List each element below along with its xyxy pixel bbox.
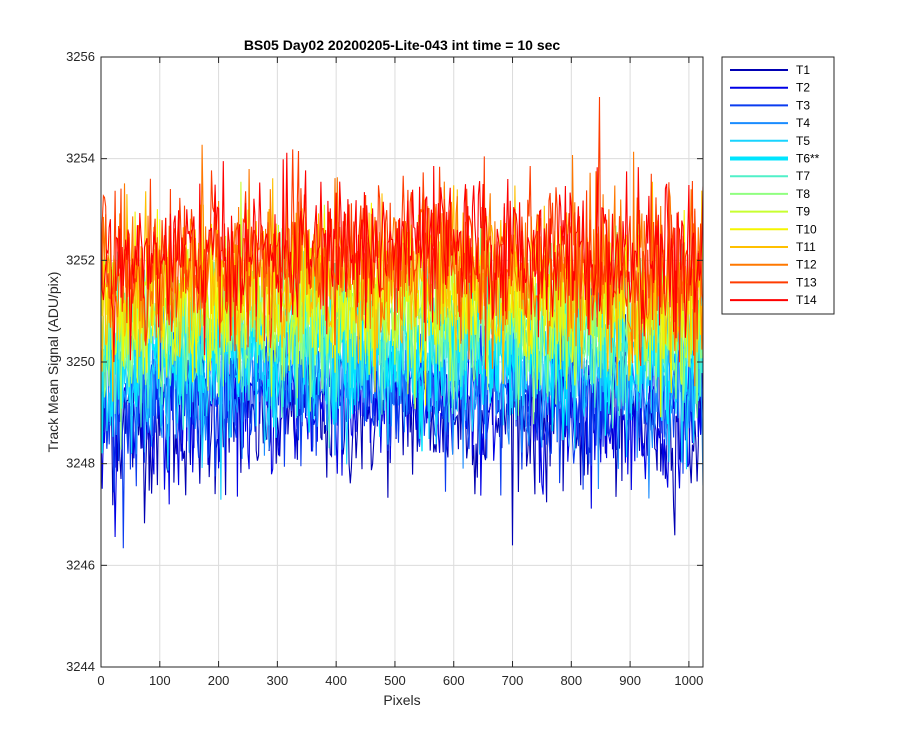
y-tick-label: 3252 [66,252,95,267]
legend-label: T9 [796,205,810,219]
legend-item[interactable]: T2 [730,81,810,95]
legend-label: T2 [796,81,810,95]
x-tick-label: 800 [560,673,582,688]
legend-item[interactable]: T3 [730,98,810,112]
legend-item[interactable]: T1 [730,63,810,77]
legend[interactable]: T1 T2 T3 T4 T5 T6** T7 T8 T9 T10 T11 T12 T13 T14 [721,56,835,315]
y-tick-label: 3248 [66,456,95,471]
legend-label: T13 [796,275,817,289]
legend-item[interactable]: T11 [730,240,816,254]
legend-label: T1 [796,63,810,77]
legend-item[interactable]: T5 [730,134,810,148]
legend-item[interactable]: T9 [730,205,810,219]
series-line-T14 [101,152,703,363]
legend-item[interactable]: T4 [730,116,810,130]
axis-ticks [100,56,703,668]
plot-series-group [101,96,703,549]
legend-label: T7 [796,169,810,183]
legend-label: T4 [796,116,810,130]
legend-label: T10 [796,222,817,236]
x-tick-label: 100 [149,673,171,688]
y-axis-label: Track Mean Signal (ADU/pix) [45,272,61,453]
x-tick-label: 700 [502,673,524,688]
x-axis-label: Pixels [383,692,420,708]
legend-box [721,56,835,315]
legend-item[interactable]: T14 [730,293,817,307]
y-tick-label: 3254 [66,151,95,166]
legend-label: T11 [796,240,816,254]
legend-label: T5 [796,134,810,148]
legend-item[interactable]: T6** [730,152,820,166]
legend-label: T14 [796,293,817,307]
legend-label: T6** [796,152,820,166]
x-tick-label: 1000 [674,673,703,688]
legend-item[interactable]: T10 [730,222,817,236]
y-tick-labels: 3244 3246 3248 3250 3252 3254 3256 [66,49,95,674]
legend-label: T8 [796,187,810,201]
legend-label: T3 [796,98,810,112]
y-tick-label: 3256 [66,49,95,64]
series-lines [101,96,703,549]
series-line-T12 [101,144,703,387]
x-tick-label: 0 [97,673,104,688]
x-tick-label: 600 [443,673,465,688]
legend-item[interactable]: T8 [730,187,810,201]
legend-label: T12 [796,258,817,272]
chart-title: BS05 Day02 20200205-Lite-043 int time = … [244,37,561,53]
x-tick-labels: 0 100 200 300 400 500 600 700 800 900 1000 [97,673,703,688]
legend-item[interactable]: T12 [730,258,817,272]
x-tick-label: 500 [384,673,406,688]
legend-item[interactable]: T7 [730,169,810,183]
x-tick-label: 200 [208,673,230,688]
y-tick-label: 3250 [66,354,95,369]
legend-item[interactable]: T13 [730,275,817,289]
x-tick-label: 400 [325,673,347,688]
x-tick-label: 900 [619,673,641,688]
y-tick-label: 3246 [66,557,95,572]
x-tick-label: 300 [267,673,289,688]
y-tick-label: 3244 [66,659,95,674]
